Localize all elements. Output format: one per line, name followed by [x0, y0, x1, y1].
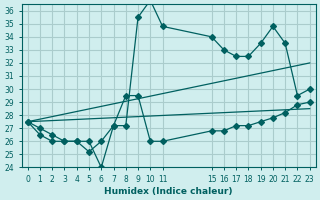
X-axis label: Humidex (Indice chaleur): Humidex (Indice chaleur) [104, 187, 233, 196]
